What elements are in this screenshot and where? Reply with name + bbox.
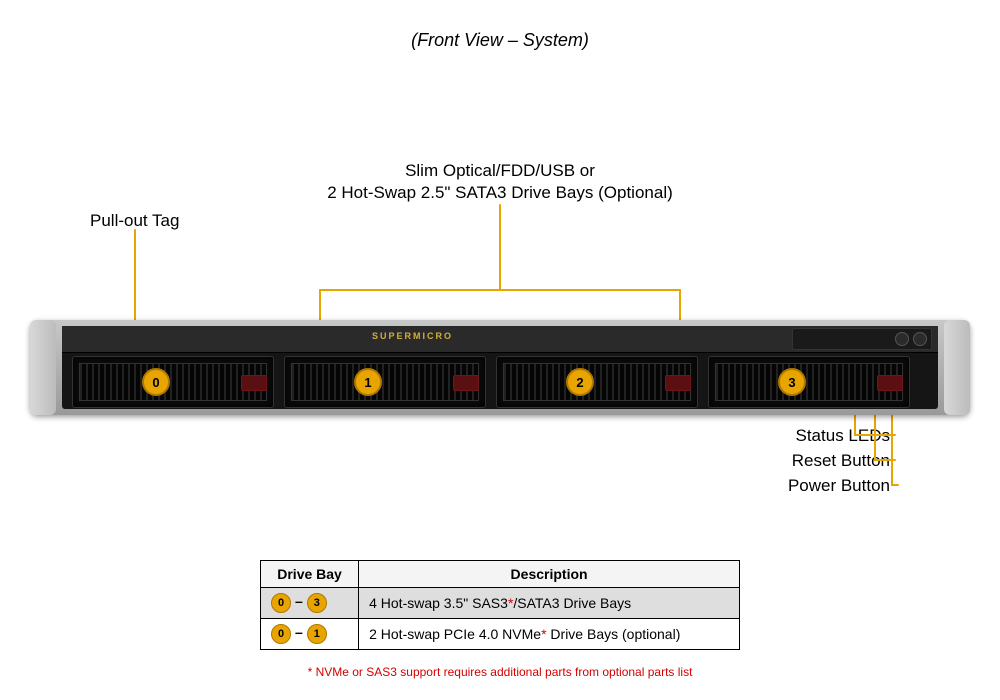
table-row: 0–12 Hot-swap PCIe 4.0 NVMe* Drive Bays … (261, 619, 740, 650)
drive-bay-1[interactable] (284, 356, 486, 408)
bay-grille (79, 363, 267, 401)
table-cell-description: 2 Hot-swap PCIe 4.0 NVMe* Drive Bays (op… (359, 619, 740, 650)
bay-marker-3: 3 (778, 368, 806, 396)
bay-latch[interactable] (665, 375, 691, 391)
page-title: (Front View – System) (0, 30, 1000, 51)
server-chassis: SUPERMICRO 0 1 2 3 (30, 320, 970, 415)
callout-status-leds: Status LEDs (796, 425, 891, 447)
power-button[interactable] (913, 332, 927, 346)
drive-bay-0[interactable] (72, 356, 274, 408)
table-header-bay: Drive Bay (261, 561, 359, 588)
chassis-top-strip: SUPERMICRO (62, 326, 938, 353)
bay-marker-2: 2 (566, 368, 594, 396)
rack-ear-right (944, 320, 970, 415)
callout-optical: Slim Optical/FDD/USB or 2 Hot-Swap 2.5" … (280, 160, 720, 204)
bay-grille (715, 363, 903, 401)
table-cell-bay-range: 0–3 (261, 588, 359, 619)
drive-bay-table: Drive Bay Description 0–34 Hot-swap 3.5"… (260, 560, 740, 650)
footnote: * NVMe or SAS3 support requires addition… (0, 665, 1000, 679)
table-row: 0–34 Hot-swap 3.5" SAS3*/SATA3 Drive Bay… (261, 588, 740, 619)
callout-reset-button: Reset Button (792, 450, 890, 472)
footnote-text: * NVMe or SAS3 support requires addition… (308, 665, 693, 679)
control-panel (792, 328, 932, 350)
table-cell-description: 4 Hot-swap 3.5" SAS3*/SATA3 Drive Bays (359, 588, 740, 619)
brand-label: SUPERMICRO (372, 331, 453, 341)
drive-bay-3[interactable] (708, 356, 910, 408)
callout-optical-line2: 2 Hot-Swap 2.5" SATA3 Drive Bays (Option… (280, 182, 720, 204)
bay-grille (291, 363, 479, 401)
drive-bay-2[interactable] (496, 356, 698, 408)
bay-marker-0: 0 (142, 368, 170, 396)
table-cell-bay-range: 0–1 (261, 619, 359, 650)
chassis-face: SUPERMICRO 0 1 2 3 (62, 326, 938, 409)
callout-pull-tag: Pull-out Tag (90, 210, 179, 232)
bay-latch[interactable] (453, 375, 479, 391)
callout-power-button: Power Button (788, 475, 890, 497)
reset-button[interactable] (895, 332, 909, 346)
bay-latch[interactable] (241, 375, 267, 391)
rack-ear-left (30, 320, 56, 415)
callout-optical-line1: Slim Optical/FDD/USB or (280, 160, 720, 182)
table-header-desc: Description (359, 561, 740, 588)
bay-marker-1: 1 (354, 368, 382, 396)
bay-latch[interactable] (877, 375, 903, 391)
bay-grille (503, 363, 691, 401)
